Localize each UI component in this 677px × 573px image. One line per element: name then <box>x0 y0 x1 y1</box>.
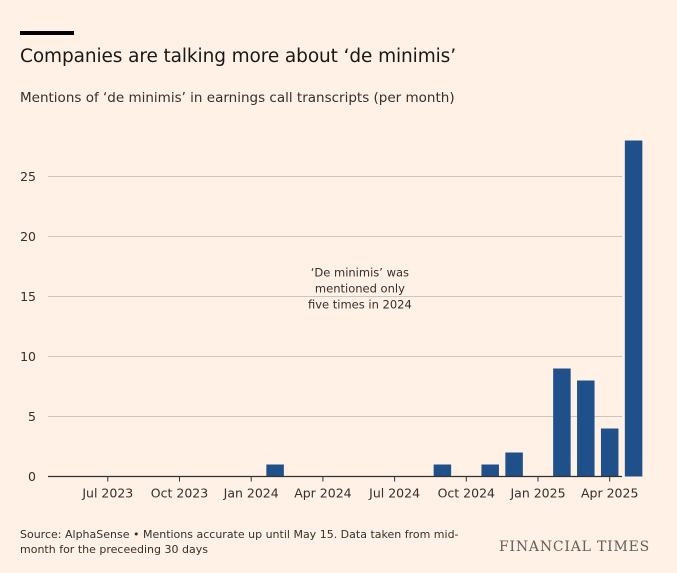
grid-lines <box>48 176 622 417</box>
x-tick-label-2023-07: Jul 2023 <box>81 486 133 501</box>
y-axis: 0 5 10 15 20 25 <box>20 169 36 484</box>
chart-title: Companies are talking more about ‘de min… <box>20 46 456 67</box>
annotation-line-3: five times in 2024 <box>308 298 412 312</box>
y-tick-label-5: 5 <box>28 409 36 424</box>
y-tick-label-15: 15 <box>20 289 36 304</box>
x-tick-label-2025-04: Apr 2025 <box>581 486 638 501</box>
annotation-line-2: mentioned only <box>315 282 405 296</box>
bar-2024-02 <box>266 464 284 477</box>
y-tick-label-25: 25 <box>20 169 36 184</box>
bar-2025-04 <box>600 428 619 477</box>
annotation-line-1: ‘De minimis’ was <box>311 266 409 280</box>
ft-top-bar <box>20 31 74 35</box>
x-tick-label-2024-04: Apr 2024 <box>294 486 351 501</box>
y-tick-label-0: 0 <box>28 469 36 484</box>
bar-2025-02 <box>553 368 571 477</box>
x-axis: Jul 2023 Oct 2023 Jan 2024 Apr 2024 Jul 2024… <box>48 475 638 501</box>
chart-subtitle: Mentions of ‘de minimis’ in earnings cal… <box>20 90 455 106</box>
bar-chart: Jul 2023 Oct 2023 Jan 2024 Apr 2024 Jul 2024… <box>20 140 643 501</box>
bar-2025-03 <box>577 380 595 477</box>
bar-2025-05 <box>624 140 643 477</box>
x-tick-label-2023-10: Oct 2023 <box>151 486 208 501</box>
x-tick-label-2024-10: Oct 2024 <box>438 486 495 501</box>
bar-2024-11 <box>481 464 499 477</box>
x-tick-label-2025-01: Jan 2025 <box>509 486 565 501</box>
y-tick-label-20: 20 <box>20 229 36 244</box>
annotation: ‘De minimis’ was mentioned only five times… <box>308 266 412 312</box>
bars <box>266 140 643 477</box>
source-note: Source: AlphaSense • Mentions accurate u… <box>20 528 459 556</box>
ft-logo: FINANCIAL TIMES <box>499 539 650 555</box>
x-tick-label-2024-01: Jan 2024 <box>223 486 279 501</box>
x-tick-label-2024-07: Jul 2024 <box>368 486 420 501</box>
y-tick-label-10: 10 <box>20 349 36 364</box>
bar-2024-12 <box>505 452 523 477</box>
bar-2024-09 <box>433 464 452 477</box>
